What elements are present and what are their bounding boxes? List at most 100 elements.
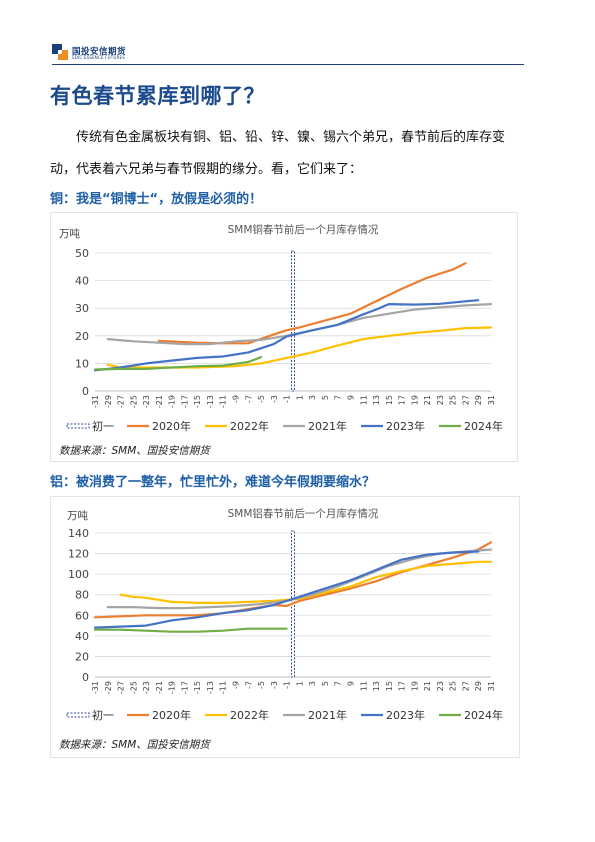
aluminum-chart-source: 数据来源：SMM、国投安信期货 <box>59 739 210 751</box>
page-title: 有色春节累库到哪了？ <box>50 84 265 108</box>
legend-item: 2023年 <box>361 708 425 722</box>
x-tick-label: 17 <box>398 681 407 691</box>
series-line-2024年 <box>93 627 288 633</box>
y-tick-label: 30 <box>75 302 89 315</box>
x-tick-label: -17 <box>180 395 189 408</box>
x-tick-label: 23 <box>436 395 445 405</box>
x-tick-label: 29 <box>474 395 483 405</box>
legend-label: 2024年 <box>464 419 503 433</box>
x-tick-label: -31 <box>91 681 100 694</box>
aluminum-chart-panel: SMM铝春节前后一个月库存情况 万吨 0 20 40 60 80 100 120 140 -31 -2… <box>50 496 520 758</box>
legend-label: 2020年 <box>152 708 191 722</box>
y-tick-label: 60 <box>75 609 89 622</box>
series-line-2023年 <box>93 299 480 372</box>
x-tick-label: -15 <box>193 395 202 408</box>
x-tick-label: -3 <box>270 395 279 403</box>
series-line-2024年 <box>93 356 263 371</box>
series-line-2022年 <box>106 326 493 369</box>
legend-item: 2020年 <box>127 708 191 722</box>
legend-item: 2021年 <box>283 419 347 433</box>
x-tick-label: 19 <box>410 681 419 691</box>
y-tick-label: 40 <box>75 275 89 288</box>
series-line-2020年 <box>93 541 493 619</box>
y-tick-label: 40 <box>75 630 89 643</box>
x-tick-label: 5 <box>321 395 330 400</box>
x-tick-label: 15 <box>385 681 394 691</box>
x-tick-label: -13 <box>206 681 215 694</box>
x-tick-label: 21 <box>423 681 432 691</box>
series-line-2023年 <box>93 550 480 629</box>
legend-label: 2024年 <box>464 708 503 722</box>
x-tick-label: 31 <box>487 681 496 691</box>
legend-label: 2023年 <box>386 708 425 722</box>
x-tick-label: -17 <box>180 681 189 694</box>
legend-item: 2024年 <box>439 419 503 433</box>
legend-label: 初一 <box>92 708 114 722</box>
y-tick-label: 80 <box>75 589 89 602</box>
legend-label: 2022年 <box>230 708 269 722</box>
x-tick-label: -13 <box>206 395 215 408</box>
x-tick-label: -23 <box>142 395 151 408</box>
legend-label: 2021年 <box>308 708 347 722</box>
x-tick-label: 27 <box>461 395 470 405</box>
x-tick-label: -1 <box>283 681 292 689</box>
y-tick-label: 50 <box>75 247 89 260</box>
y-tick-label: 20 <box>75 650 89 663</box>
x-tick-label: -27 <box>117 681 126 694</box>
x-tick-label: 31 <box>487 395 496 405</box>
x-tick-label: 1 <box>295 395 304 400</box>
x-tick-label: 29 <box>474 681 483 691</box>
chart-title: SMM铜春节前后一个月库存情况 <box>228 223 379 236</box>
legend-label: 2021年 <box>308 419 347 433</box>
x-tick-label: 21 <box>423 395 432 405</box>
x-tick-label: -23 <box>142 681 151 694</box>
legend-item: 初一 <box>66 708 114 722</box>
y-tick-label: 100 <box>68 568 89 581</box>
x-tick-label: 3 <box>308 395 317 400</box>
x-tick-label: -19 <box>168 681 177 694</box>
legend-label: 初一 <box>92 419 114 433</box>
x-tick-label: 9 <box>346 681 355 686</box>
company-name: 国投安信期货 <box>72 47 127 57</box>
y-tick-label: 140 <box>68 527 89 540</box>
y-tick-label: 0 <box>82 671 89 684</box>
x-tick-label: 7 <box>334 395 343 400</box>
x-tick-label: -21 <box>155 681 164 694</box>
x-tick-label: -7 <box>244 681 253 689</box>
section-heading-copper: 铜：我是“铜博士“，放假是必须的！ <box>50 192 263 207</box>
x-tick-label: -25 <box>129 395 138 408</box>
x-tick-label: -3 <box>270 681 279 689</box>
x-tick-label: -5 <box>257 395 266 403</box>
x-tick-label: -27 <box>117 395 126 408</box>
x-tick-label: 25 <box>449 395 458 405</box>
x-tick-label: 17 <box>398 395 407 405</box>
x-tick-label: 25 <box>449 681 458 691</box>
legend-item: 2022年 <box>205 708 269 722</box>
intro-paragraph: 传统有色金属板块有铜、铝、铅、锌、镍、锡六个弟兄，春节前后的库存变动，代表着六兄… <box>50 130 506 177</box>
y-tick-label: 0 <box>82 385 89 398</box>
copper-chart-panel: SMM铜春节前后一个月库存情况 万吨 0 10 20 30 40 50 -31 -29 -27 -25… <box>50 212 518 462</box>
legend-label: 2020年 <box>152 419 191 433</box>
series-line-2021年 <box>106 303 493 346</box>
x-tick-label: 9 <box>346 395 355 400</box>
y-tick-label: 20 <box>75 330 89 343</box>
chart-title: SMM铝春节前后一个月库存情况 <box>228 507 379 520</box>
x-tick-label: 27 <box>461 681 470 691</box>
y-tick-label: 120 <box>68 548 89 561</box>
x-tick-label: -25 <box>129 681 138 694</box>
x-tick-label: -11 <box>219 395 228 408</box>
company-logo-icon <box>52 44 68 60</box>
x-tick-label: 19 <box>410 395 419 405</box>
x-tick-label: -15 <box>193 681 202 694</box>
x-tick-label: -29 <box>104 395 113 408</box>
x-tick-label: 23 <box>436 681 445 691</box>
x-tick-label: -9 <box>232 681 241 689</box>
x-tick-label: 1 <box>295 681 304 686</box>
legend-label: 2022年 <box>230 419 269 433</box>
x-tick-label: -29 <box>104 681 113 694</box>
x-tick-label: 13 <box>372 681 381 691</box>
page-header: 国投安信期货 SDIC ESSENCE FUTURES <box>52 42 524 66</box>
x-tick-label: 11 <box>359 395 368 405</box>
x-tick-label: 15 <box>385 395 394 405</box>
y-tick-label: 10 <box>75 357 89 370</box>
